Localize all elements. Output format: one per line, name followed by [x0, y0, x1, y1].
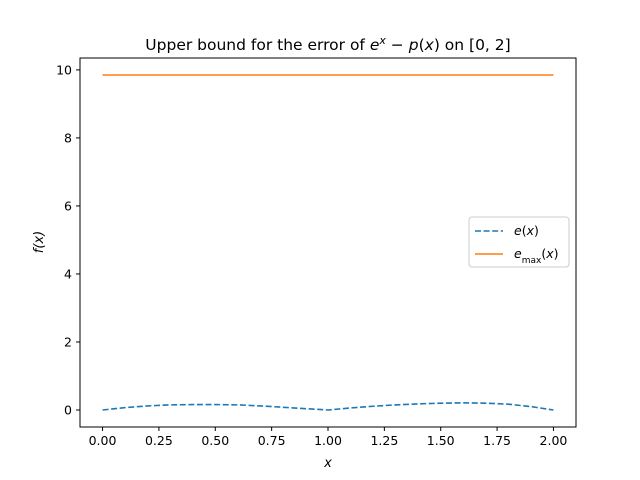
- x-tick-label: 1.00: [314, 433, 342, 448]
- series-layer: [102, 74, 554, 411]
- y-tick-label: 0: [64, 402, 72, 417]
- y-tick-label: 6: [64, 198, 72, 213]
- y-axis-ticks: 0 2 4 6 8 10: [56, 62, 80, 417]
- y-tick-label: 8: [64, 130, 72, 145]
- y-tick-label: 10: [56, 62, 72, 77]
- y-axis-label: f(x): [32, 231, 47, 253]
- x-axis-ticks: 0.00 0.25 0.50 0.75 1.00 1.25 1.50 1.75 2.00: [89, 427, 568, 448]
- x-tick-label: 1.50: [427, 433, 455, 448]
- x-tick-label: 0.00: [89, 433, 117, 448]
- series-line-e: [102, 402, 554, 411]
- x-tick-label: 1.25: [370, 433, 398, 448]
- legend-label-emax: emax(x): [514, 246, 559, 266]
- x-tick-label: 0.25: [145, 433, 173, 448]
- x-tick-label: 2.00: [540, 433, 568, 448]
- y-tick-label: 2: [64, 334, 72, 349]
- y-tick-label: 4: [64, 266, 72, 281]
- plot-area: 0.00 0.25 0.50 0.75 1.00 1.25 1.50 1.75 2.00 0 2 4…: [56, 57, 577, 448]
- chart-title: Upper bound for the error of ex − p(x) o…: [145, 34, 510, 55]
- legend: e(x) emax(x): [468, 216, 570, 268]
- legend-label-e: e(x): [514, 223, 539, 238]
- x-tick-label: 0.50: [201, 433, 229, 448]
- x-axis-label: x: [323, 456, 332, 471]
- x-tick-label: 0.75: [258, 433, 286, 448]
- x-tick-label: 1.75: [483, 433, 511, 448]
